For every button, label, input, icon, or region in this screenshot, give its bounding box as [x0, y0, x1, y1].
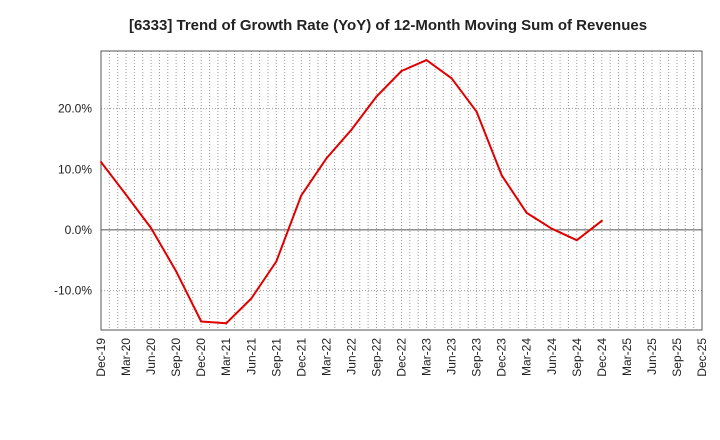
y-tick-label: 10.0% — [58, 162, 92, 176]
x-tick-label: Mar-20 — [119, 338, 133, 376]
x-tick-label: Dec-24 — [595, 338, 609, 377]
data-point — [375, 95, 378, 98]
plot-frame — [100, 50, 703, 331]
x-tick-label: Sep-20 — [169, 338, 183, 377]
data-point — [600, 219, 603, 222]
x-tick-label: Sep-22 — [369, 338, 383, 377]
data-point — [250, 297, 253, 300]
data-point — [475, 110, 478, 113]
data-point — [450, 77, 453, 80]
x-tick-label: Dec-23 — [495, 338, 509, 377]
data-point — [125, 193, 128, 196]
data-point — [575, 239, 578, 242]
x-tick-label: Jun-21 — [244, 338, 258, 375]
data-point — [200, 320, 203, 323]
x-tick-label: Dec-22 — [395, 338, 409, 377]
x-tick-label: Sep-25 — [670, 338, 684, 377]
data-point — [400, 70, 403, 73]
y-tick-label: 20.0% — [58, 102, 92, 116]
x-tick-label: Dec-21 — [294, 338, 308, 377]
x-tick-label: Jun-20 — [144, 338, 158, 375]
x-tick-label: Sep-21 — [269, 338, 283, 377]
x-tick-label: Sep-23 — [470, 338, 484, 377]
chart-title: [6333] Trend of Growth Rate (YoY) of 12-… — [129, 17, 647, 34]
x-tick-label: Sep-24 — [570, 338, 584, 377]
data-point — [175, 270, 178, 273]
x-tick-label: Mar-24 — [520, 338, 534, 376]
x-tick-label: Jun-23 — [445, 338, 459, 375]
data-point — [150, 227, 153, 230]
y-tick-label: -10.0% — [54, 284, 92, 298]
x-tick-label: Mar-23 — [420, 338, 434, 376]
x-tick-label: Jun-25 — [645, 338, 659, 375]
data-point — [350, 128, 353, 131]
data-point — [325, 157, 328, 160]
data-point — [300, 194, 303, 197]
x-tick-label: Jun-22 — [344, 338, 358, 375]
x-tick-label: Dec-19 — [94, 338, 108, 377]
x-tick-label: Dec-25 — [695, 338, 709, 377]
data-point — [275, 260, 278, 263]
data-point — [550, 227, 553, 230]
data-point — [425, 59, 428, 62]
x-tick-label: Mar-25 — [620, 338, 634, 376]
x-tick-label: Mar-21 — [219, 338, 233, 376]
data-point — [100, 160, 102, 163]
plot-area: -10.0% 0.0% 10.0% 20.0% Dec-19 Mar-20 Jun-20 Se… — [54, 50, 709, 377]
data-point — [500, 174, 503, 177]
plot-background — [101, 51, 702, 330]
y-tick-label: 0.0% — [65, 223, 93, 237]
x-tick-label: Jun-24 — [545, 338, 559, 375]
x-tick-label: Dec-20 — [194, 338, 208, 377]
data-point — [525, 211, 528, 214]
data-point — [225, 322, 228, 325]
x-tick-label: Mar-22 — [319, 338, 333, 376]
